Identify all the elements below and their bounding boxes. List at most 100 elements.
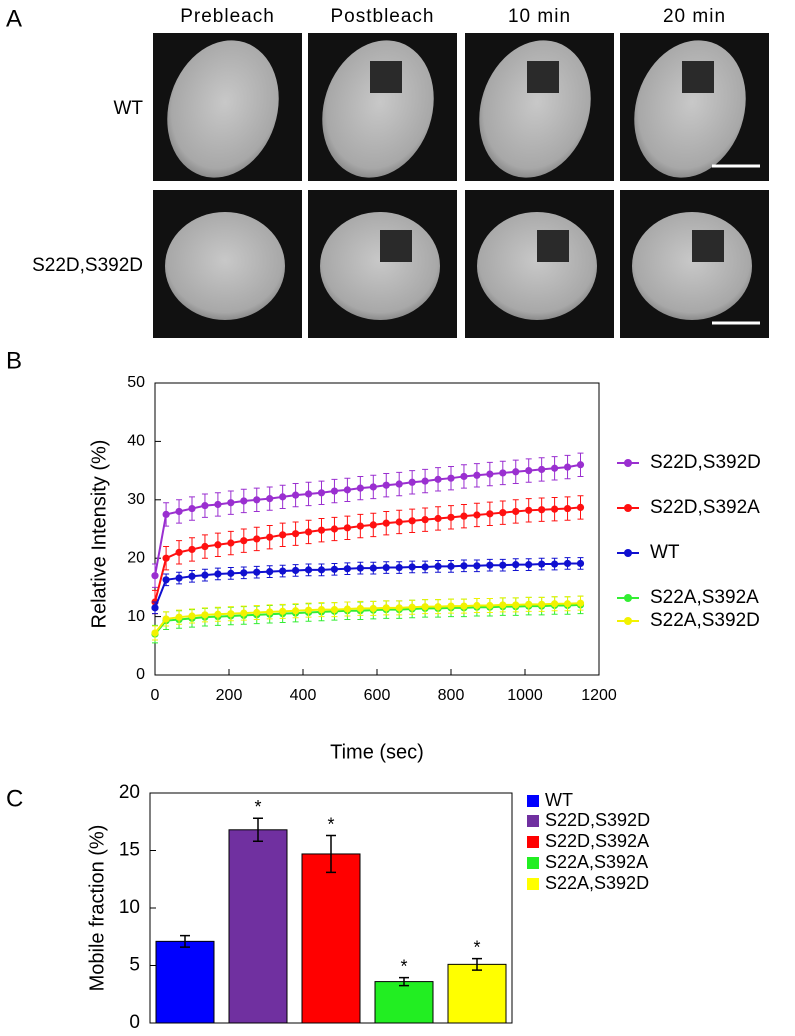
x-axis-label: Time (sec)	[330, 741, 424, 763]
data-point	[447, 474, 455, 482]
data-point	[382, 563, 390, 572]
x-tick-label: 200	[216, 687, 243, 704]
data-point	[304, 566, 313, 574]
data-point	[447, 513, 455, 521]
data-point	[343, 565, 351, 573]
data-point	[201, 542, 209, 551]
legend-label: S22D,S392A	[545, 831, 649, 851]
data-point	[175, 574, 183, 582]
error-bar	[253, 817, 263, 843]
data-point	[421, 477, 429, 485]
y-tick-label: 5	[129, 955, 140, 976]
data-point	[395, 604, 403, 612]
significance-mark: *	[473, 937, 480, 957]
data-point	[343, 486, 351, 494]
data-point	[434, 603, 442, 611]
y-tick-label: 40	[127, 433, 145, 450]
data-point	[563, 600, 572, 608]
data-point	[343, 524, 351, 532]
data-point	[214, 541, 222, 549]
legend-label: WT	[650, 542, 680, 563]
data-point	[447, 602, 455, 610]
data-point	[434, 514, 442, 523]
data-point	[240, 497, 248, 505]
data-point	[551, 600, 559, 608]
data-point	[421, 516, 429, 524]
data-point	[525, 506, 533, 514]
data-point	[253, 535, 261, 543]
data-point	[188, 545, 196, 554]
data-point	[525, 467, 533, 475]
series-line	[154, 506, 581, 603]
data-point	[525, 561, 533, 569]
significance-mark: *	[254, 797, 261, 817]
nucleus	[165, 212, 285, 320]
legend-marker	[624, 549, 632, 557]
column-label: 20 min	[663, 6, 726, 27]
data-point	[227, 610, 235, 618]
error-bar	[326, 834, 336, 874]
data-point	[292, 530, 300, 538]
data-point	[473, 601, 481, 610]
data-point	[253, 496, 261, 504]
data-point	[356, 604, 364, 613]
series-line	[154, 562, 581, 609]
data-point	[240, 609, 248, 617]
data-point	[317, 605, 326, 614]
y-tick-label: 15	[119, 840, 140, 861]
data-point	[330, 605, 339, 614]
data-point	[512, 507, 520, 516]
data-point	[551, 505, 559, 513]
data-point	[317, 489, 326, 497]
legend-marker	[624, 459, 632, 467]
bleached-area	[682, 61, 714, 93]
data-point	[486, 510, 494, 518]
data-point	[162, 554, 170, 562]
data-point	[538, 465, 546, 474]
data-point	[356, 484, 364, 492]
data-point	[551, 560, 559, 568]
data-point	[317, 566, 326, 574]
legend-swatch	[527, 815, 539, 827]
y-tick-label: 0	[136, 666, 145, 683]
data-point	[473, 471, 481, 479]
data-point	[369, 564, 377, 572]
significance-mark: *	[327, 814, 334, 834]
bleached-area	[527, 61, 559, 93]
legend-marker	[624, 504, 632, 512]
legend-label: S22D,S392A	[650, 497, 760, 518]
data-point	[356, 522, 364, 530]
data-point	[576, 503, 585, 511]
data-point	[563, 559, 572, 568]
nucleus	[479, 40, 591, 178]
data-point	[343, 605, 351, 613]
legend-swatch	[527, 795, 539, 807]
data-point	[576, 599, 585, 607]
bleached-area	[692, 230, 724, 262]
data-point	[330, 565, 339, 573]
data-point	[266, 608, 274, 616]
legend-label: S22A,S392D	[545, 873, 649, 893]
data-point	[253, 568, 261, 576]
legend-swatch	[527, 857, 539, 869]
legend-label: S22D,S392D	[545, 810, 650, 830]
nucleus	[477, 212, 597, 320]
error-bar	[472, 957, 482, 971]
data-point	[162, 510, 170, 518]
data-point	[486, 601, 494, 610]
data-point	[512, 561, 520, 569]
data-point	[408, 563, 416, 571]
y-axis-label: Relative Intensity (%)	[88, 440, 110, 629]
legend-swatch	[527, 878, 539, 890]
legend-label: S22A,S392D	[650, 610, 760, 631]
data-point	[304, 606, 313, 614]
row-label: WT	[113, 98, 143, 119]
data-point	[499, 561, 507, 569]
data-point	[214, 500, 222, 509]
data-point	[538, 600, 546, 608]
bar	[447, 963, 507, 1024]
data-point	[175, 507, 183, 516]
plot-frame	[149, 792, 513, 1024]
data-point	[162, 576, 170, 584]
legend-swatch	[527, 836, 539, 848]
